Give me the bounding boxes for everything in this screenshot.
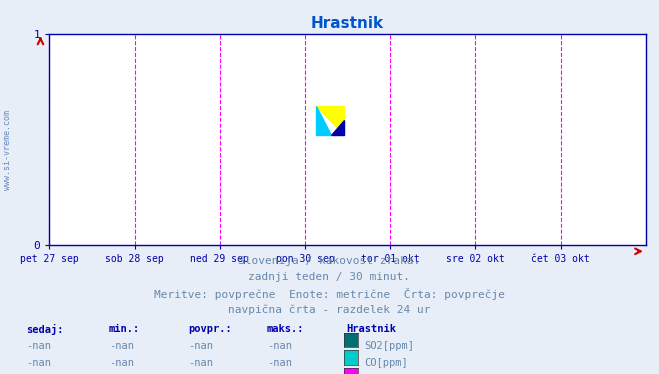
Text: CO[ppm]: CO[ppm] [364,358,408,368]
Text: -nan: -nan [267,341,292,351]
Polygon shape [331,120,344,135]
Text: -nan: -nan [188,358,213,368]
Text: Slovenija / kakovost zraka.: Slovenija / kakovost zraka. [239,256,420,266]
Polygon shape [316,105,331,135]
Text: www.si-vreme.com: www.si-vreme.com [3,110,13,190]
Title: Hrastnik: Hrastnik [311,16,384,31]
Text: -nan: -nan [109,341,134,351]
Text: -nan: -nan [26,358,51,368]
Text: maks.:: maks.: [267,324,304,334]
Text: -nan: -nan [267,358,292,368]
Text: -nan: -nan [109,358,134,368]
Text: Hrastnik: Hrastnik [346,324,396,334]
Text: sedaj:: sedaj: [26,324,64,334]
Polygon shape [316,105,344,135]
Text: min.:: min.: [109,324,140,334]
Text: -nan: -nan [26,341,51,351]
Text: -nan: -nan [188,341,213,351]
Text: Meritve: povprečne  Enote: metrične  Črta: povprečje: Meritve: povprečne Enote: metrične Črta:… [154,288,505,300]
Text: SO2[ppm]: SO2[ppm] [364,341,415,351]
Text: povpr.:: povpr.: [188,324,231,334]
Text: zadnji teden / 30 minut.: zadnji teden / 30 minut. [248,272,411,282]
Text: navpična črta - razdelek 24 ur: navpična črta - razdelek 24 ur [228,304,431,315]
